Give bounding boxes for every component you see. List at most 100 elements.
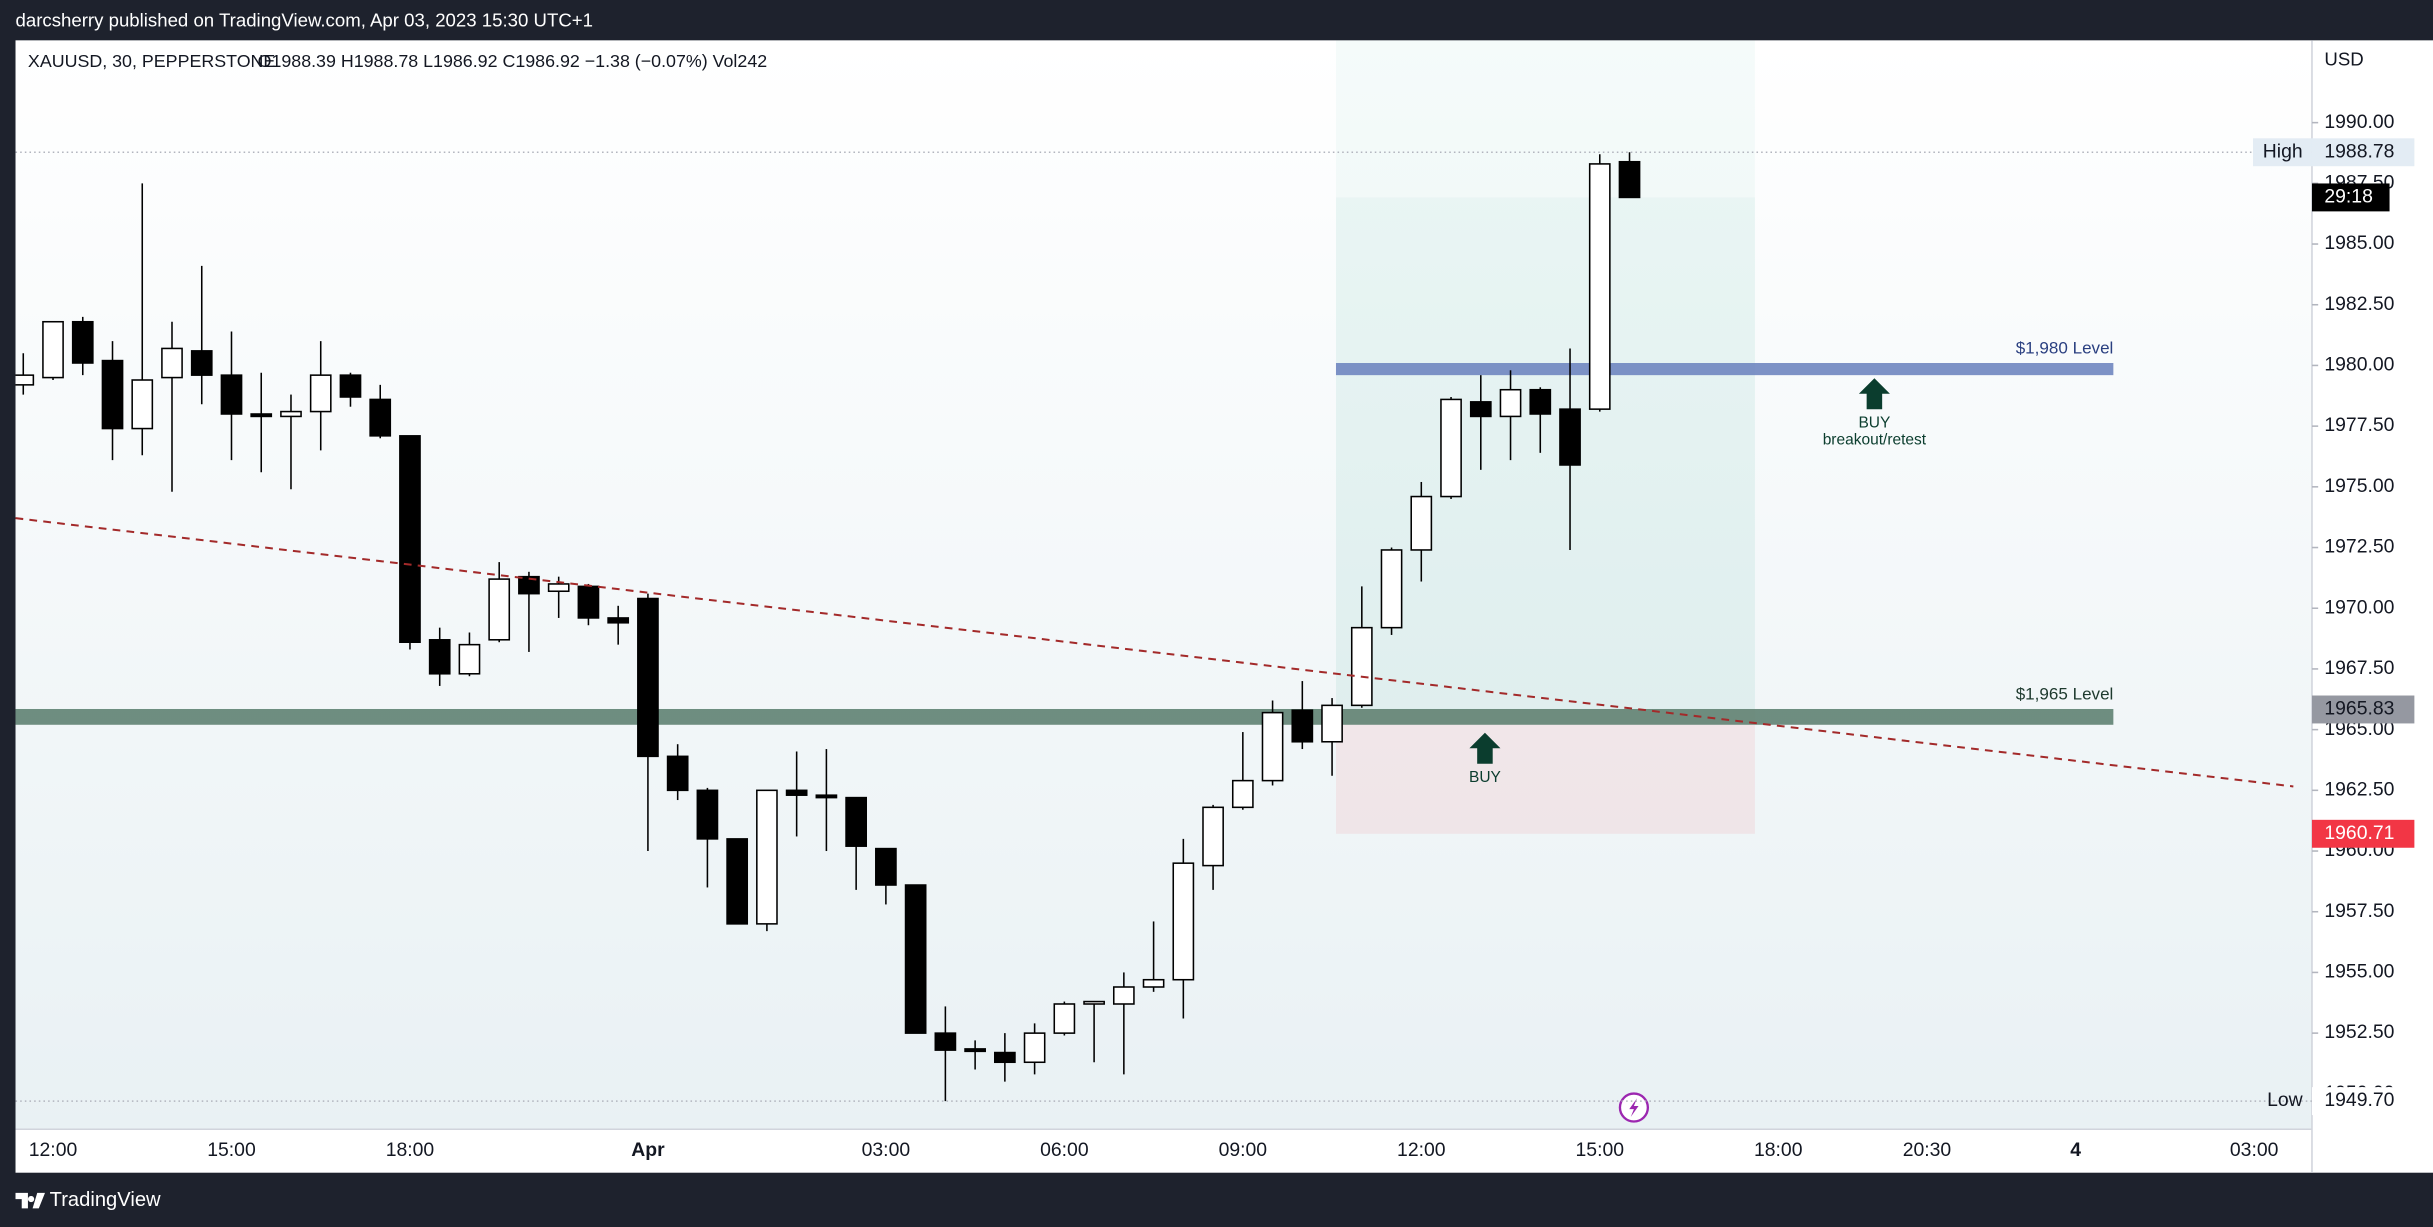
y-tick-label: 1952.50 [2324,1021,2394,1043]
candle-body [101,359,124,430]
position-stop-zone [1335,709,1755,834]
y-tick-label: 1990.00 [2324,111,2394,133]
candle-body [339,374,362,398]
x-tick-label: 18:00 [386,1139,435,1161]
high-label: 1988.78 [2324,140,2394,162]
candle-body [1380,549,1403,629]
x-tick-label: 09:00 [1219,1139,1268,1161]
stop-box [2311,819,2415,848]
y-tick-label: 1955.00 [2324,961,2394,983]
low-label: 1949.70 [2324,1089,2394,1111]
candle-body [1231,779,1254,809]
entry-label: 1965.83 [2324,698,2394,720]
y-tick-label: 1967.50 [2324,657,2394,679]
candle-body [1202,806,1224,867]
x-tick-label: 18:00 [1754,1139,1803,1161]
x-tick-label: 12:00 [29,1139,78,1161]
candle-body [488,578,511,641]
candle-body [934,1032,957,1051]
candle-body [726,838,749,925]
entry-box [2311,695,2415,724]
candle-body [518,575,540,595]
position-profit-zone [1335,197,1755,710]
candle-body [1023,1032,1046,1064]
y-tick-label: 1980.00 [2324,354,2394,376]
high-tag: High [2263,140,2303,162]
symbol: XAUUSD, 30, PEPPERSTONE [28,51,276,71]
countdown-label: 29:18 [2324,186,2373,208]
candle-body [42,320,64,379]
signal-sublabel: breakout/retest [1823,431,1927,448]
candle-body [1559,408,1581,466]
position-target-zone [1335,40,1755,198]
candle-body [280,410,302,418]
candle-body [15,374,35,386]
candle-body [904,884,927,1034]
x-tick-label: 06:00 [1040,1139,1089,1161]
trendline [15,517,2294,788]
candle-body [547,583,570,593]
high-box [2311,138,2415,167]
candle-body [785,789,808,796]
countdown-box [2311,183,2390,212]
candle-body [161,347,183,379]
x-tick-label: 12:00 [1397,1139,1446,1161]
candle-body [131,379,154,430]
y-tick-label: 1972.50 [2324,536,2394,558]
low-box [2311,1087,2415,1116]
price-axis [2311,40,2433,1173]
candle-body [220,374,243,415]
candle-body [399,435,421,643]
level-label: $1,965 Level [2016,685,2114,704]
y-tick-label: 1970.00 [2324,596,2394,618]
candle-body [1053,1003,1076,1034]
candle-body [815,794,838,799]
candle-body [964,1048,986,1053]
level-zone [1335,363,2114,376]
candle-body [1618,160,1641,199]
stop-label: 1960.71 [2324,822,2394,844]
footer-logo [15,1192,45,1209]
ohlc-legend: O1988.39 H1988.78 L1986.92 C1986.92 −1.3… [258,51,768,71]
buy-arrow [1858,378,1890,410]
x-tick-label: 03:00 [862,1139,911,1161]
candle-body [71,320,94,364]
y-tick-label: 1982.50 [2324,293,2394,315]
y-tick-label: 1962.50 [2324,778,2394,800]
candle-body [845,796,868,847]
candle-body [428,639,451,675]
plot-area [15,40,2312,1130]
high-tag-box [2253,138,2312,167]
candle-body [369,398,392,437]
x-tick-label: 15:00 [1576,1139,1625,1161]
candle-body [1291,709,1314,743]
y-tick-label: 1975.00 [2324,475,2394,497]
candle-body [1588,163,1611,410]
candle-body [577,585,600,619]
x-tick-label: Apr [631,1139,665,1161]
candle-body [1529,388,1552,415]
low-tag: Low [2267,1089,2304,1111]
buy-arrow [1469,732,1501,764]
candle-body [1469,401,1492,418]
x-tick-label: 15:00 [207,1139,256,1161]
candle-body [1172,862,1195,981]
candle-body [1350,626,1373,707]
alert-icon [1618,1092,1650,1123]
candle-body [1142,978,1165,988]
candle-body [696,789,719,840]
signal-label: BUY [1469,769,1501,786]
level-zone [15,708,2114,725]
candle-body [666,755,689,792]
y-tick-label: 1977.50 [2324,414,2394,436]
y-tick-label: 1957.50 [2324,900,2394,922]
candle-body [607,617,630,624]
candle-body [637,597,659,758]
plot-layer [15,40,2312,1102]
time-axis [15,1129,2312,1173]
candle-body [875,847,897,886]
x-tick-label: 20:30 [1903,1139,1952,1161]
signal-label: BUY [1858,414,1890,431]
